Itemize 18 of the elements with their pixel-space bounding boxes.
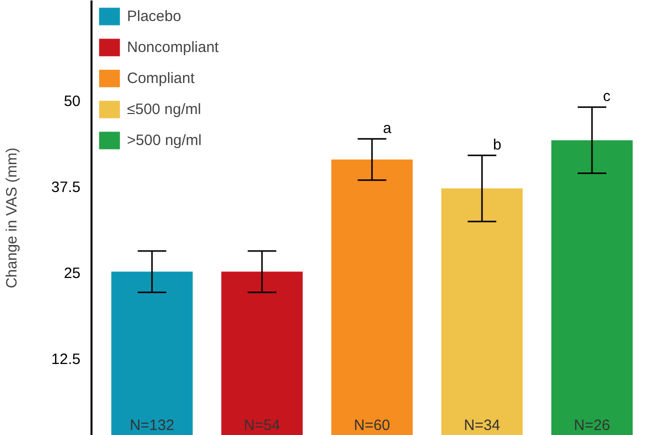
y-tick-label: 25 [64,264,81,282]
y-tick-label: 12.5 [51,350,81,368]
legend-label: >500 ng/ml [127,132,202,148]
legend-label: Noncompliant [127,38,219,56]
legend-label: Compliant [127,70,195,86]
y-tick-label: 50 [64,92,81,110]
y-tick-label: 37.5 [51,178,81,196]
annotation: a [383,120,392,137]
annotation: N=132 [130,417,174,434]
annotation: b [493,136,502,154]
legend-label: ≤500 ng/ml [127,100,202,118]
y-axis-title: Change in VAS (mm) [3,148,20,288]
annotation: N=60 [354,417,390,434]
annotation: N=34 [464,417,500,434]
legend-label: Placebo [127,8,182,24]
annotation: N=26 [574,417,610,434]
annotation: N=54 [244,417,280,434]
annotation: c [603,88,611,106]
